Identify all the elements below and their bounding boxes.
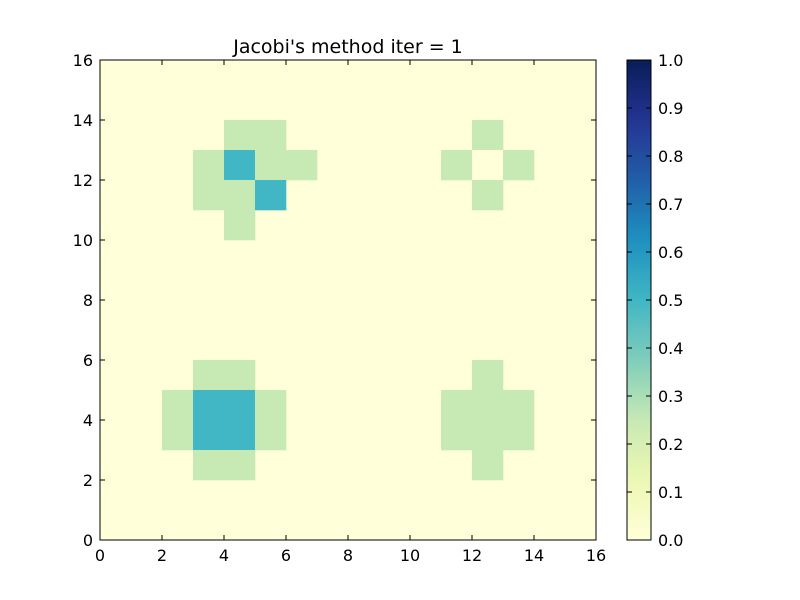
colorbar-tick-label: 0.7 bbox=[658, 195, 683, 214]
heatmap-cell bbox=[472, 390, 504, 421]
y-tick-label: 4 bbox=[83, 411, 93, 430]
x-tick-label: 10 bbox=[400, 546, 420, 565]
heatmap-cell bbox=[441, 390, 473, 421]
heatmap-cell bbox=[193, 150, 225, 181]
y-axis: 0 2 4 6 8 10 12 14 16 bbox=[73, 51, 596, 550]
heatmap-cell bbox=[255, 150, 287, 181]
colorbar: 0.0 0.1 0.2 0.3 0.4 0.5 0.6 0.7 0.8 0.9 1.0 bbox=[626, 51, 683, 550]
x-tick-label: 16 bbox=[586, 546, 606, 565]
heatmap-cell bbox=[286, 150, 318, 181]
heatmap-cell bbox=[162, 420, 194, 451]
colorbar-tick-label: 0.1 bbox=[658, 483, 683, 502]
colorbar-tick-label: 0.6 bbox=[658, 243, 683, 262]
x-tick-label: 12 bbox=[462, 546, 482, 565]
colorbar-tick-label: 0.0 bbox=[658, 531, 683, 550]
heatmap-cell bbox=[503, 390, 535, 421]
heatmap-cell bbox=[224, 420, 256, 451]
x-tick-label: 14 bbox=[524, 546, 544, 565]
colorbar-tick-label: 0.9 bbox=[658, 99, 683, 118]
y-tick-label: 2 bbox=[83, 471, 93, 490]
heatmap-cell bbox=[255, 420, 287, 451]
y-tick-label: 8 bbox=[83, 291, 93, 310]
heatmap-cell bbox=[193, 180, 225, 211]
heatmap-cell bbox=[224, 210, 256, 241]
heatmap-cell bbox=[224, 390, 256, 421]
colorbar-tick-label: 0.5 bbox=[658, 291, 683, 310]
x-tick-label: 4 bbox=[219, 546, 229, 565]
heatmap-cell bbox=[472, 450, 504, 481]
x-tick-label: 0 bbox=[95, 546, 105, 565]
plot-area bbox=[99, 59, 597, 541]
heatmap-cell bbox=[224, 120, 256, 151]
colorbar-tick-label: 0.2 bbox=[658, 435, 683, 454]
y-tick-label: 12 bbox=[73, 171, 93, 190]
heatmap-cell bbox=[224, 180, 256, 211]
heatmap-cell bbox=[193, 390, 225, 421]
heatmap-cell bbox=[224, 150, 256, 181]
colorbar-tick-label: 0.4 bbox=[658, 339, 683, 358]
heatmap-background bbox=[100, 60, 596, 540]
heatmap-cell bbox=[472, 150, 504, 181]
x-tick-label: 8 bbox=[343, 546, 353, 565]
y-tick-label: 0 bbox=[83, 531, 93, 550]
heatmap-cell bbox=[162, 390, 194, 421]
heatmap-cell bbox=[255, 390, 287, 421]
colorbar-tick-label: 0.8 bbox=[658, 147, 683, 166]
heatmap-cell bbox=[224, 450, 256, 481]
heatmap-cell bbox=[255, 180, 287, 211]
y-tick-label: 16 bbox=[73, 51, 93, 70]
heatmap-cell bbox=[193, 450, 225, 481]
heatmap-cell bbox=[193, 420, 225, 451]
heatmap-cell bbox=[472, 420, 504, 451]
y-tick-label: 6 bbox=[83, 351, 93, 370]
chart-title: Jacobi's method iter = 1 bbox=[232, 36, 463, 58]
heatmap-cell bbox=[441, 150, 473, 181]
x-tick-label: 6 bbox=[281, 546, 291, 565]
heatmap-cell bbox=[193, 360, 225, 391]
y-tick-label: 14 bbox=[73, 111, 93, 130]
heatmap-cell bbox=[472, 360, 504, 391]
heatmap-cell bbox=[472, 180, 504, 211]
colorbar-tick-label: 1.0 bbox=[658, 51, 683, 70]
colorbar-tick-label: 0.3 bbox=[658, 387, 683, 406]
heatmap-cell bbox=[441, 420, 473, 451]
heatmap-cell bbox=[255, 120, 287, 151]
y-tick-label: 10 bbox=[73, 231, 93, 250]
x-tick-label: 2 bbox=[157, 546, 167, 565]
heatmap-cell bbox=[224, 360, 256, 391]
heatmap-cell bbox=[503, 150, 535, 181]
heatmap-cell bbox=[503, 420, 535, 451]
heatmap-cell bbox=[472, 120, 504, 151]
x-axis: 0 2 4 6 8 10 12 14 16 bbox=[95, 60, 606, 565]
